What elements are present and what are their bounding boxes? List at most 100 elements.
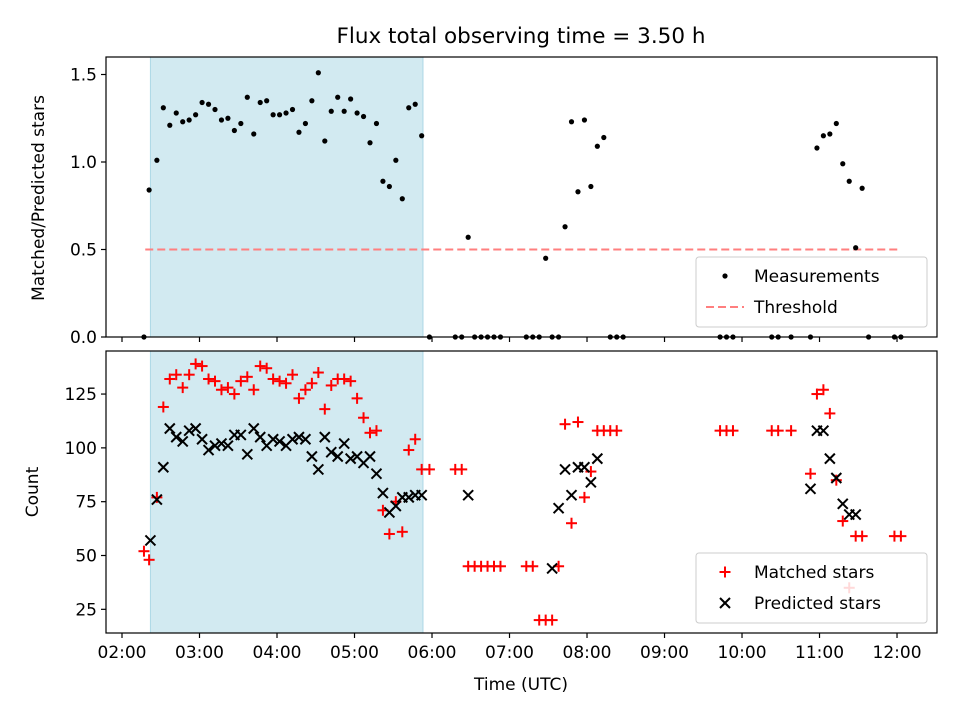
data-point bbox=[283, 110, 289, 116]
data-point bbox=[566, 517, 578, 529]
data-point bbox=[189, 422, 202, 435]
data-point bbox=[846, 178, 852, 184]
data-point bbox=[177, 435, 189, 448]
data-point bbox=[348, 96, 354, 102]
data-point bbox=[203, 373, 215, 385]
data-point bbox=[164, 373, 176, 385]
data-point bbox=[157, 461, 170, 473]
data-point bbox=[312, 367, 324, 379]
data-point bbox=[286, 433, 299, 445]
data-point bbox=[267, 433, 279, 445]
data-point bbox=[727, 425, 739, 437]
y-tick-label: 50 bbox=[75, 547, 97, 567]
legend-box bbox=[695, 552, 928, 624]
data-point bbox=[377, 487, 389, 499]
data-point bbox=[306, 450, 318, 463]
data-point bbox=[419, 133, 425, 139]
data-point bbox=[248, 422, 260, 435]
data-point bbox=[837, 498, 849, 510]
observing-interval-shade bbox=[149, 350, 424, 634]
data-point bbox=[302, 120, 309, 127]
data-point bbox=[562, 224, 568, 230]
data-point bbox=[144, 534, 157, 547]
x-tick-label: 11:00 bbox=[795, 643, 844, 663]
x-tick-label: 04:00 bbox=[253, 643, 302, 663]
data-point bbox=[164, 422, 176, 435]
legend-marker bbox=[722, 273, 728, 279]
data-point bbox=[345, 375, 357, 387]
data-point bbox=[364, 427, 376, 439]
bottom-plot-area: 25 50 75 100 125 02:00 03:00 04:00 05:00 06:00 07:… bbox=[65, 350, 938, 663]
data-point bbox=[462, 489, 474, 501]
data-point bbox=[202, 444, 215, 456]
data-point bbox=[235, 375, 247, 387]
data-point bbox=[235, 429, 247, 441]
data-point bbox=[199, 99, 205, 106]
data-point bbox=[289, 106, 296, 113]
data-point bbox=[568, 119, 575, 125]
data-point bbox=[367, 140, 373, 146]
data-point bbox=[231, 127, 237, 134]
y-tick-label: 25 bbox=[75, 600, 97, 620]
data-point bbox=[820, 133, 826, 139]
data-point bbox=[546, 562, 558, 575]
x-tick-label: 03:00 bbox=[175, 643, 224, 663]
legend-label: Predicted stars bbox=[754, 594, 881, 614]
data-point bbox=[415, 489, 428, 501]
data-point bbox=[270, 112, 276, 118]
data-point bbox=[772, 425, 784, 437]
x-tick-label: 12:00 bbox=[873, 643, 922, 663]
legend-label: Measurements bbox=[754, 267, 880, 287]
data-point bbox=[319, 403, 331, 415]
data-point bbox=[403, 491, 415, 504]
observing-interval-shade bbox=[149, 56, 424, 338]
data-point bbox=[183, 369, 195, 381]
data-point bbox=[565, 489, 578, 501]
data-point bbox=[183, 424, 195, 437]
data-point bbox=[837, 515, 849, 527]
data-point bbox=[824, 452, 836, 465]
data-point bbox=[296, 129, 302, 135]
data-point bbox=[546, 614, 558, 626]
data-point bbox=[143, 554, 155, 566]
data-point bbox=[494, 560, 506, 572]
data-point bbox=[370, 425, 382, 437]
data-point bbox=[358, 412, 370, 424]
data-point bbox=[335, 94, 341, 100]
data-point bbox=[578, 461, 591, 473]
data-point bbox=[209, 440, 221, 452]
data-point bbox=[325, 379, 337, 391]
data-point bbox=[383, 528, 395, 540]
data-point bbox=[572, 416, 584, 428]
data-point bbox=[267, 373, 279, 385]
top-legend: Measurements Threshold bbox=[695, 256, 928, 328]
data-point bbox=[325, 446, 337, 458]
data-point bbox=[559, 418, 571, 430]
data-point bbox=[578, 491, 590, 503]
chart-title: Flux total observing time = 3.50 h bbox=[337, 24, 706, 49]
data-point bbox=[338, 437, 350, 450]
data-point bbox=[390, 500, 402, 512]
data-point bbox=[456, 463, 468, 475]
data-point bbox=[186, 117, 192, 123]
bottom-y-axis-label: Count bbox=[23, 466, 43, 517]
data-point bbox=[344, 452, 357, 465]
data-point bbox=[205, 101, 212, 107]
data-point bbox=[261, 362, 273, 374]
data-point bbox=[559, 463, 571, 476]
data-point bbox=[151, 491, 163, 503]
data-point bbox=[251, 131, 257, 137]
data-point bbox=[830, 472, 843, 484]
data-point bbox=[274, 375, 286, 387]
x-tick-label: 02:00 bbox=[98, 643, 147, 663]
data-point bbox=[238, 120, 244, 127]
x-tick-label: 06:00 bbox=[408, 643, 457, 663]
data-point bbox=[814, 145, 820, 151]
data-point bbox=[154, 157, 160, 163]
data-point bbox=[170, 369, 182, 381]
top-panel: 0.0 0.5 1.0 1.5 Matched/Predicted stars Mea… bbox=[29, 56, 938, 348]
data-point bbox=[373, 120, 380, 127]
axes-frame bbox=[105, 350, 938, 634]
data-point bbox=[406, 105, 412, 111]
data-point bbox=[338, 373, 350, 385]
